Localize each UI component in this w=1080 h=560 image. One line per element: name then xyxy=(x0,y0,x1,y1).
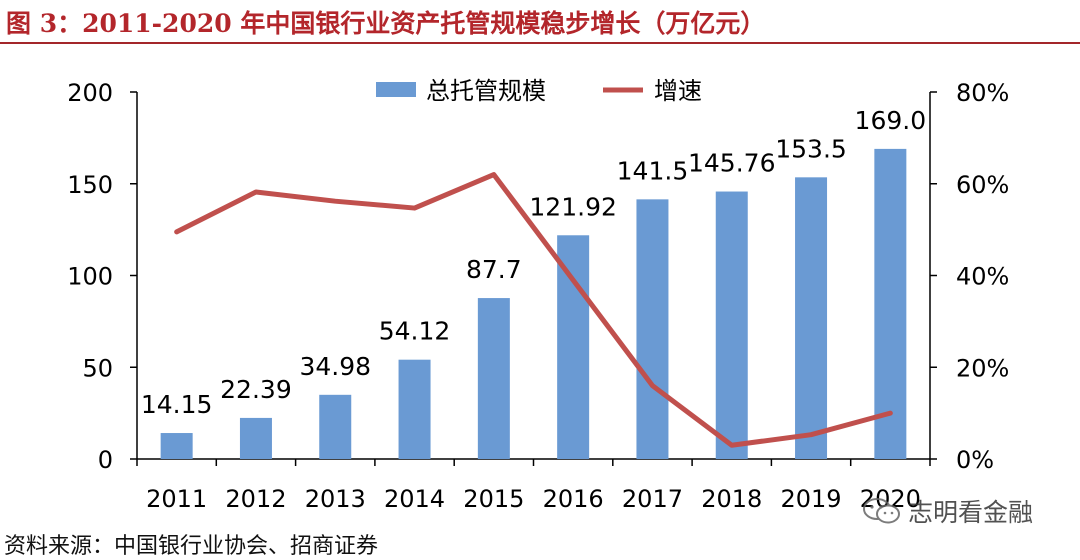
y-right-tick-label: 80% xyxy=(956,79,1009,107)
y-left-tick-label: 100 xyxy=(67,263,113,291)
bar-data-label: 141.5 xyxy=(617,156,689,185)
watermark: 志明看金融 xyxy=(862,494,1033,528)
bar xyxy=(477,298,510,459)
y-right-tick-label: 40% xyxy=(956,263,1009,291)
bar-data-label: 14.15 xyxy=(141,390,213,419)
bar-data-label: 87.7 xyxy=(466,255,522,284)
x-tick-label: 2016 xyxy=(543,485,604,513)
legend-label-line: 增速 xyxy=(654,77,702,105)
legend: 总托管规模 增速 xyxy=(376,77,702,105)
bar-data-label: 169.0 xyxy=(855,106,927,135)
y-left-tick-label: 200 xyxy=(67,79,113,107)
bar-data-label: 22.39 xyxy=(220,375,292,404)
legend-label-bar: 总托管规模 xyxy=(426,77,546,105)
y-left-tick-label: 150 xyxy=(67,171,113,199)
wechat-icon xyxy=(863,498,900,524)
bar xyxy=(636,199,669,459)
y-right-tick-label: 0% xyxy=(956,446,994,474)
bar xyxy=(239,417,272,459)
bar xyxy=(795,177,828,459)
x-tick-label: 2011 xyxy=(146,485,207,513)
bar xyxy=(160,433,193,459)
x-tick-label: 2015 xyxy=(463,485,524,513)
y-right-tick-label: 60% xyxy=(956,171,1009,199)
growth-line xyxy=(174,172,893,448)
bar xyxy=(874,148,907,459)
x-tick-label: 2017 xyxy=(622,485,683,513)
x-tick-label: 2018 xyxy=(701,485,762,513)
figure-title: 图 3：2011-2020 年中国银行业资产托管规模稳步增长（万亿元） xyxy=(6,9,766,38)
watermark-text: 志明看金融 xyxy=(908,498,1034,527)
legend-swatch-bar xyxy=(376,82,416,97)
y-left-tick-label: 0 xyxy=(98,446,113,474)
bar-data-label: 34.98 xyxy=(299,352,371,381)
title-bar: 图 3：2011-2020 年中国银行业资产托管规模稳步增长（万亿元） xyxy=(0,0,1080,44)
bar-data-label: 153.5 xyxy=(775,134,847,163)
source-note: 资料来源：中国银行业协会、招商证券 xyxy=(4,534,379,559)
bar-data-label: 54.12 xyxy=(379,317,451,346)
bar xyxy=(557,235,590,459)
y-left-tick-label: 50 xyxy=(82,354,113,382)
chart: 总托管规模 增速 0 50 100 150 200 0% 20% 40% 60% 80% 2011 2… xyxy=(67,77,1009,513)
y-right-tick-label: 20% xyxy=(956,354,1009,382)
bar xyxy=(715,191,748,459)
bar xyxy=(398,359,431,459)
x-tick-label: 2019 xyxy=(781,485,842,513)
bar-data-label: 145.76 xyxy=(688,149,775,178)
x-tick-label: 2013 xyxy=(305,485,366,513)
x-tick-label: 2014 xyxy=(384,485,445,513)
bar-data-label: 121.92 xyxy=(529,192,616,221)
bar xyxy=(319,394,352,459)
x-tick-label: 2012 xyxy=(225,485,286,513)
